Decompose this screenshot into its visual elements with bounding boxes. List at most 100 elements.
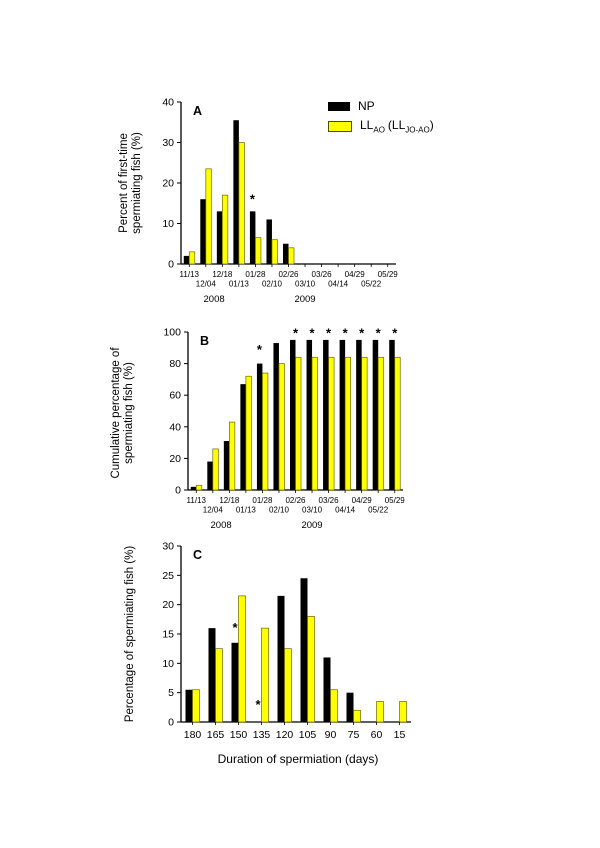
panel-a-chart: 01020304011/1312/0412/1801/1301/2802/100… xyxy=(162,97,398,306)
y-tick-label: 10 xyxy=(162,218,174,230)
LL_AO-bar xyxy=(261,627,269,723)
panel-c-chart: 0 5 10 15 20 25 30 180 165 150 135 120 105 90 75 60 15 * *… xyxy=(162,541,411,741)
NP-bar xyxy=(356,339,362,490)
significance-asterisk: * xyxy=(257,342,263,357)
NP-bar xyxy=(190,486,197,490)
x-tick-label: 01/13 xyxy=(236,506,257,515)
NP-bar xyxy=(183,255,190,264)
x-tick-label: 105 xyxy=(299,729,317,741)
NP-bar xyxy=(283,243,289,264)
NP-bar xyxy=(323,339,329,490)
NP-bar xyxy=(372,339,379,490)
significance-asterisk: * xyxy=(255,697,261,712)
x-tick-label: 75 xyxy=(348,729,360,741)
x-tick-label: 04/29 xyxy=(345,270,366,279)
x-tick-label: 03/26 xyxy=(319,496,340,505)
NP-bar xyxy=(323,657,331,722)
y-tick-label: 20 xyxy=(162,599,174,611)
LL_AO-bar xyxy=(284,648,292,723)
x-tick-label: 03/26 xyxy=(312,270,333,279)
significance-asterisk: * xyxy=(326,326,332,341)
ll-legend-label: LLAO (LLJO-AO) xyxy=(360,117,434,135)
x-tick-label: 12/18 xyxy=(219,496,240,505)
LL_AO-bar xyxy=(307,616,315,723)
LL_AO-bar xyxy=(376,701,384,723)
y-tick-label: 0 xyxy=(175,485,181,497)
y-tick-label: 40 xyxy=(162,97,174,109)
y-tick-label: 25 xyxy=(162,570,174,582)
significance-asterisk: * xyxy=(376,326,382,341)
LL_AO-bar xyxy=(361,356,368,491)
panel-c-x-axis-label: Duration of spermiation (days) xyxy=(217,752,379,766)
NP-bar xyxy=(346,692,354,722)
panel-b-chart: 02040608010011/1312/0412/1801/1301/2802/… xyxy=(163,326,406,531)
y-tick-label: 40 xyxy=(169,421,181,433)
x-tick-label: 180 xyxy=(184,729,202,741)
significance-asterisk: * xyxy=(232,620,238,635)
x-tick-label: 150 xyxy=(230,729,248,741)
y-tick-label: 20 xyxy=(162,178,174,190)
panel-b-ylabel-line1: Cumulative percentage of xyxy=(110,347,122,479)
year-label: 2008 xyxy=(204,294,225,305)
significance-asterisk: * xyxy=(392,326,398,341)
LL_AO-bar xyxy=(195,484,203,491)
LL_AO-bar xyxy=(262,372,269,491)
x-tick-label: 120 xyxy=(276,729,294,741)
NP-bar xyxy=(208,628,216,722)
NP-bar xyxy=(231,642,239,722)
NP-bar xyxy=(266,219,272,264)
NP-bar xyxy=(233,120,239,264)
NP-bar xyxy=(389,339,395,490)
x-tick-label: 135 xyxy=(253,729,271,741)
x-tick-label: 02/10 xyxy=(269,506,290,515)
LL_AO-bar xyxy=(394,356,401,491)
x-tick-label: 01/28 xyxy=(245,270,266,279)
NP-bar xyxy=(339,339,346,490)
LL_AO-bar xyxy=(212,448,219,491)
LL_AO-bar xyxy=(192,689,200,723)
LL_AO-bar xyxy=(238,595,246,723)
LL_AO-bar xyxy=(188,251,196,265)
LL_AO-bar xyxy=(271,239,278,265)
year-label: 2009 xyxy=(294,294,315,305)
LL_AO-bar xyxy=(215,648,223,723)
panel-c-ylabel-line1: Percentage of spermiating fish (%) xyxy=(124,545,136,723)
NP-bar xyxy=(290,339,296,490)
x-tick-label: 05/22 xyxy=(361,280,382,289)
LL_AO-bar xyxy=(399,701,407,723)
NP-bar xyxy=(200,199,206,264)
x-tick-label: 05/29 xyxy=(385,496,406,505)
NP-bar xyxy=(223,441,230,490)
NP-bar xyxy=(277,595,285,722)
NP-bar xyxy=(185,689,193,722)
x-tick-label: 90 xyxy=(325,729,337,741)
year-label: 2009 xyxy=(301,520,322,531)
x-tick-label: 11/13 xyxy=(180,270,200,279)
x-tick-label: 04/14 xyxy=(335,506,356,515)
LL_AO-bar xyxy=(311,356,318,491)
y-tick-label: 30 xyxy=(162,541,174,553)
LL_AO-bar xyxy=(288,247,295,265)
NP-bar xyxy=(306,339,313,490)
LL_AO-bar xyxy=(278,363,285,491)
LL_AO-bar xyxy=(245,375,252,491)
year-label: 2008 xyxy=(211,520,232,531)
NP-bar xyxy=(273,343,279,490)
y-tick-label: 80 xyxy=(169,358,181,370)
y-tick-label: 0 xyxy=(168,717,174,729)
y-tick-label: 20 xyxy=(169,453,181,465)
LL_AO-bar xyxy=(255,237,262,265)
LL_AO-bar xyxy=(328,356,335,491)
NP-bar xyxy=(256,363,263,490)
significance-asterisk: * xyxy=(250,191,256,206)
x-tick-label: 01/13 xyxy=(229,280,250,289)
significance-asterisk: * xyxy=(293,326,299,341)
panel-b-y-axis-label: Cumulative percentage of spermiating fis… xyxy=(110,328,138,498)
legend-item-ll: LLAO (LLJO-AO) xyxy=(328,116,434,136)
y-tick-label: 100 xyxy=(163,327,181,339)
panel-a-y-axis-label: Percent of first-time spermiating fish (… xyxy=(118,98,146,268)
legend-item-np: NP xyxy=(328,96,434,116)
x-tick-label: 02/26 xyxy=(278,270,299,279)
legend: NP LLAO (LLJO-AO) xyxy=(328,96,434,136)
